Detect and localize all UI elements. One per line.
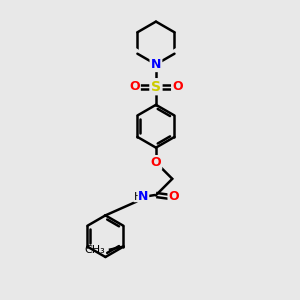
Text: H: H [134, 192, 142, 202]
Text: CH₃: CH₃ [85, 244, 106, 255]
Text: O: O [169, 190, 179, 203]
Text: S: S [151, 80, 161, 94]
Text: N: N [151, 58, 161, 71]
Text: O: O [172, 80, 183, 93]
Text: O: O [129, 80, 140, 93]
Text: O: O [151, 156, 161, 169]
Text: N: N [138, 190, 148, 203]
